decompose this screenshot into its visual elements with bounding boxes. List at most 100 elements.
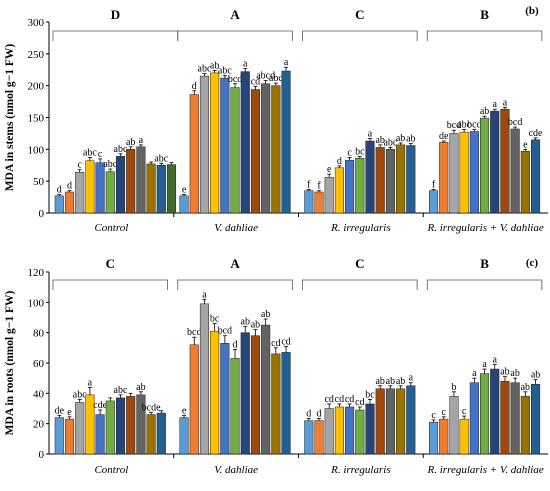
group-label: R. irregularis + V. dahliae xyxy=(427,222,544,234)
bar xyxy=(179,195,189,214)
bar xyxy=(75,172,85,214)
bar xyxy=(95,162,105,214)
significance-letter: d xyxy=(233,339,238,350)
significance-letter: c xyxy=(98,149,103,160)
bar xyxy=(105,171,115,214)
bar xyxy=(469,131,479,214)
bar xyxy=(240,332,250,455)
bar xyxy=(261,324,271,455)
bar xyxy=(355,157,365,214)
group-letter: A xyxy=(230,256,240,271)
bar xyxy=(75,402,85,455)
significance-letter: abc xyxy=(73,389,87,400)
bar xyxy=(250,89,260,214)
y-tick-label: 0 xyxy=(39,449,45,461)
significance-letter: ab xyxy=(261,309,270,320)
significance-letter: ab xyxy=(406,134,415,145)
y-tick-label: 150 xyxy=(28,113,45,125)
bar xyxy=(230,358,240,455)
significance-letter: a xyxy=(503,97,508,108)
group-bracket xyxy=(177,279,293,290)
significance-letter: bcd xyxy=(187,327,201,338)
significance-letter: abc xyxy=(103,159,117,170)
y-axis-label: MDA in roots (nmol g−1 FW) xyxy=(4,291,16,436)
bar xyxy=(64,418,75,455)
group-bracket xyxy=(52,279,168,290)
significance-letter: cde xyxy=(529,128,543,139)
group-label: R. irregularis xyxy=(330,464,391,476)
group-label: V. dahliae xyxy=(214,222,258,234)
significance-letter: bcde xyxy=(142,402,161,413)
bar xyxy=(115,156,126,214)
bar xyxy=(406,385,416,455)
y-tick-label: 100 xyxy=(28,144,45,156)
significance-letter: ab xyxy=(241,317,250,328)
bar xyxy=(429,421,439,455)
group-bracket xyxy=(302,30,418,41)
bar xyxy=(54,195,64,214)
bar xyxy=(480,117,490,214)
bar xyxy=(396,144,406,214)
bar xyxy=(429,190,439,214)
significance-letter: e xyxy=(523,139,528,150)
bar xyxy=(304,420,314,455)
bar xyxy=(480,373,490,455)
bar xyxy=(375,388,385,455)
bar xyxy=(250,335,260,455)
y-tick-label: 80 xyxy=(33,328,45,340)
significance-letter: ab xyxy=(386,376,395,387)
bar xyxy=(64,191,75,214)
bar xyxy=(105,400,115,455)
bar xyxy=(490,110,500,214)
significance-letter: abc xyxy=(114,385,128,396)
y-tick-label: 100 xyxy=(28,297,45,309)
bar xyxy=(355,409,365,455)
bar xyxy=(345,406,355,455)
bar xyxy=(365,140,375,214)
bar xyxy=(166,164,177,214)
bar xyxy=(469,382,479,455)
significance-letter: a xyxy=(243,58,248,69)
bar xyxy=(304,190,314,214)
bar xyxy=(126,396,136,455)
group-label: Control xyxy=(94,464,128,476)
panel-1: 0 20 40 60 80 100 120 MDA in roots (nmol g−1 FW… xyxy=(4,256,548,476)
significance-letter: a xyxy=(472,368,477,379)
bar xyxy=(179,417,189,455)
significance-letter: c xyxy=(77,160,82,171)
significance-letter: bcd xyxy=(218,326,232,337)
bar xyxy=(136,146,146,214)
group-letter: C xyxy=(106,256,115,271)
significance-letter: abc xyxy=(114,144,128,155)
bar xyxy=(345,159,355,214)
y-tick-label: 0 xyxy=(39,208,45,220)
significance-letter: ab xyxy=(375,135,384,146)
bar xyxy=(230,87,240,214)
bar xyxy=(324,177,334,214)
significance-letter: e xyxy=(67,407,72,418)
significance-letter: abc xyxy=(218,65,232,76)
significance-letter: cde xyxy=(93,400,107,411)
significance-letter: ab xyxy=(500,367,509,378)
significance-letter: b xyxy=(451,382,456,393)
significance-letter: d xyxy=(57,185,62,196)
y-tick-label: 40 xyxy=(33,388,45,400)
significance-letter: cd xyxy=(345,394,354,405)
group-letter: C xyxy=(355,7,364,22)
significance-letter: e xyxy=(182,405,187,416)
significance-letter: bcd xyxy=(447,120,461,131)
bar xyxy=(220,77,230,214)
bar xyxy=(510,128,520,214)
significance-letter: e xyxy=(182,185,187,196)
bar xyxy=(199,75,209,214)
significance-letter: c xyxy=(431,410,436,421)
y-axis-label: MDA in stems (nmol g−1 FW) xyxy=(4,44,16,192)
bar xyxy=(520,396,530,455)
bar xyxy=(115,397,126,455)
bar xyxy=(314,420,324,455)
significance-letter: c xyxy=(347,148,352,159)
bar xyxy=(510,382,520,455)
bar xyxy=(189,94,199,214)
bar xyxy=(261,83,271,214)
bar xyxy=(210,330,220,455)
